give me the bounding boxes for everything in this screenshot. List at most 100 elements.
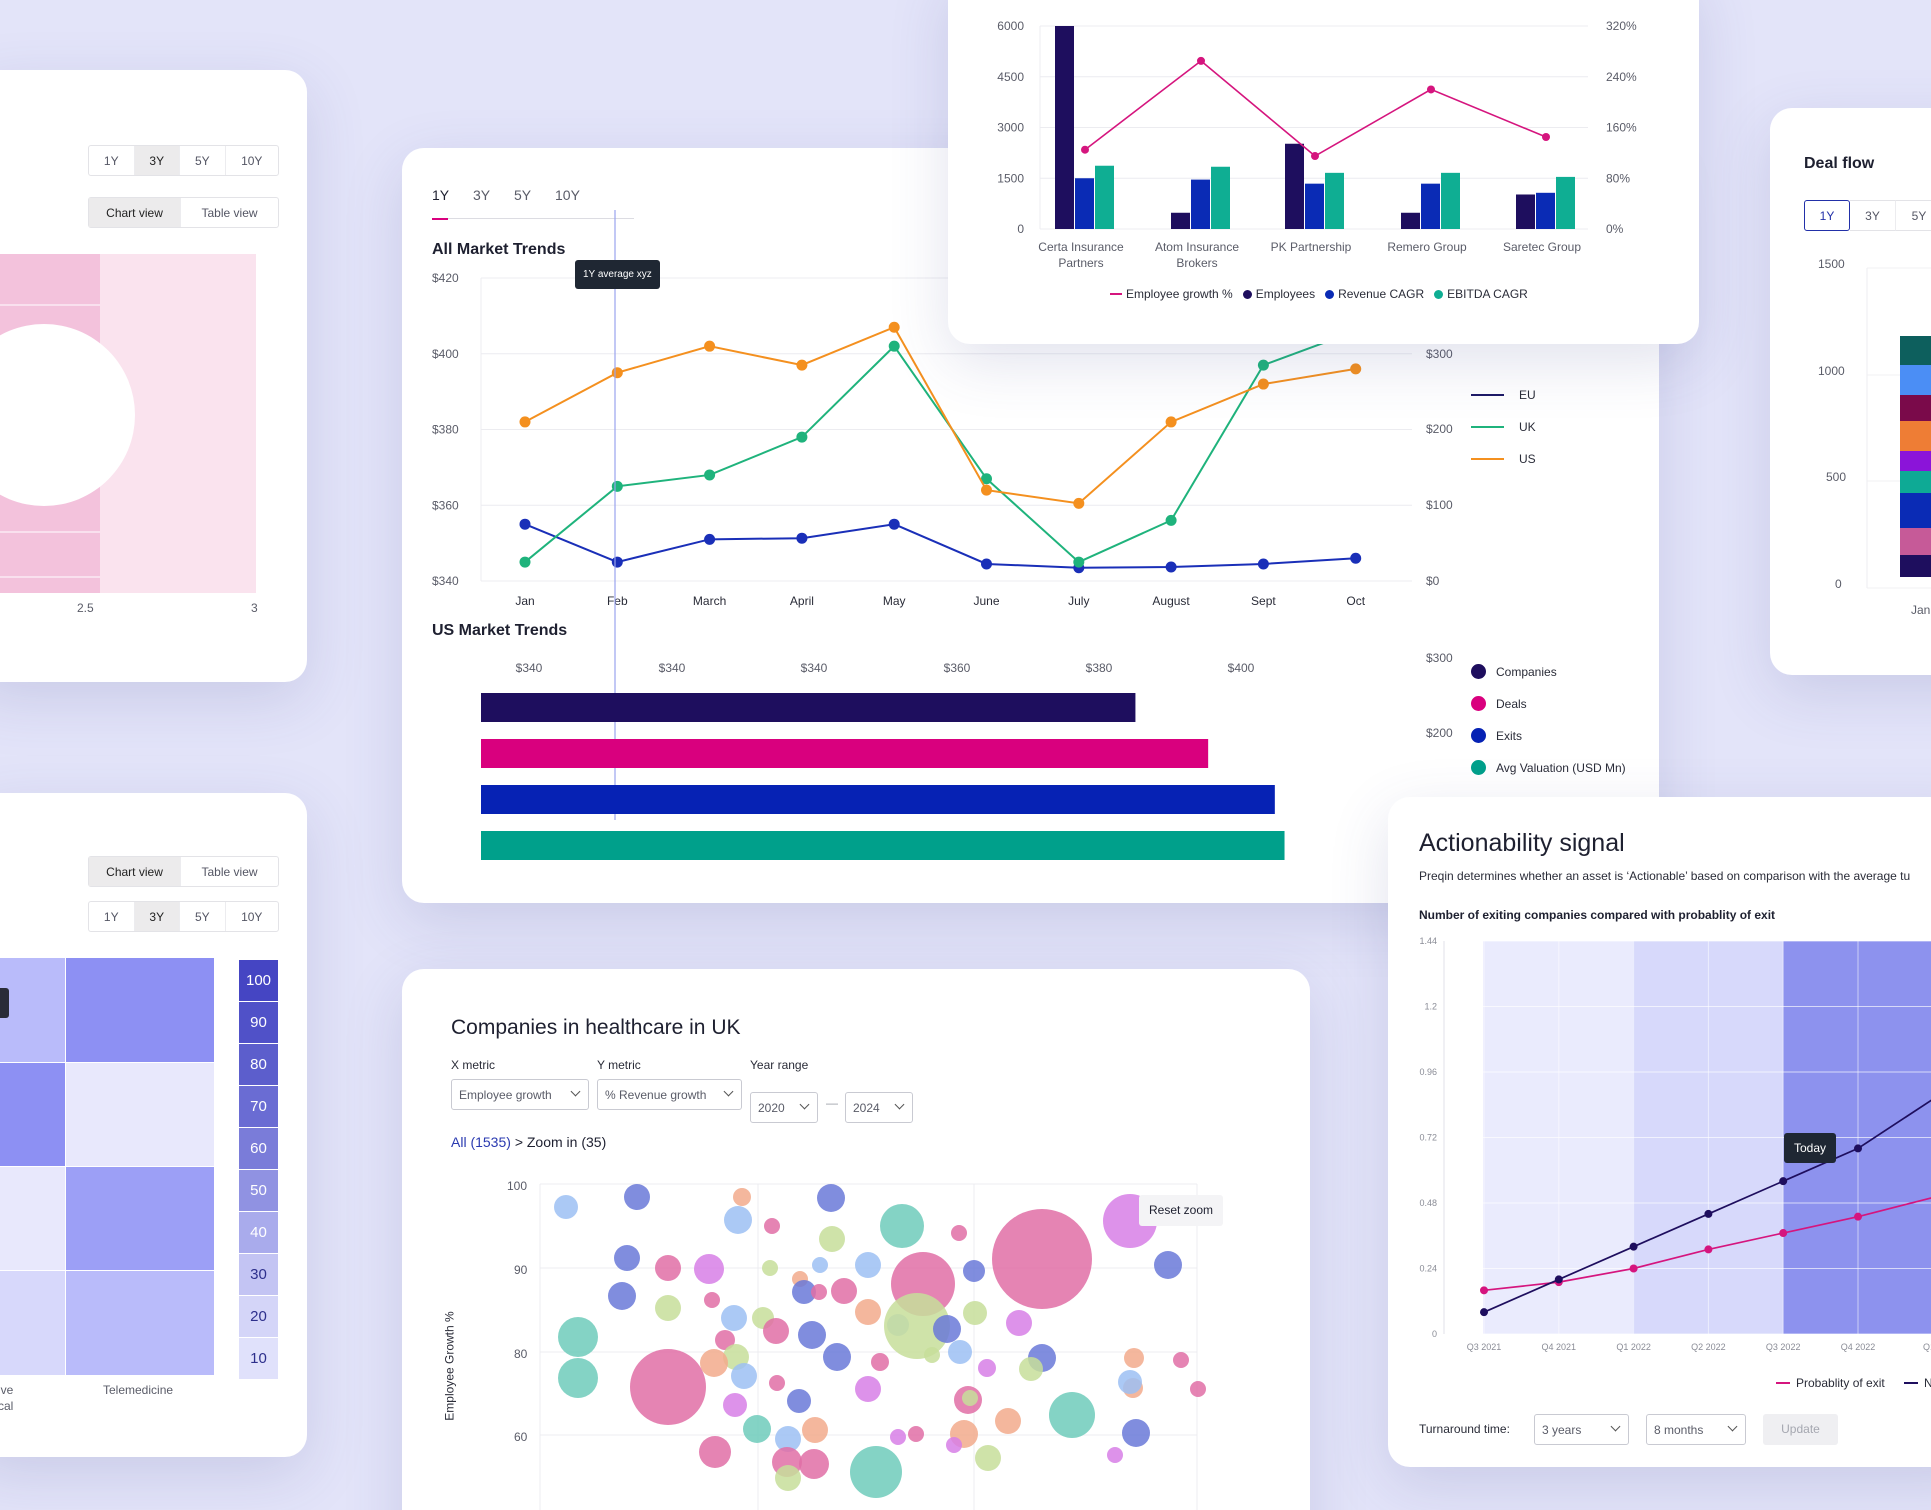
bubble [890,1429,906,1445]
turnaround-months-select[interactable]: 8 months [1646,1414,1746,1445]
breadcrumb-current: > Zoom in (35) [514,1134,607,1150]
year-from-select[interactable]: 2020 [750,1092,818,1123]
x-tick-label: Atom Insurance [1155,240,1239,254]
legend-eu[interactable]: EU [1471,388,1536,402]
combo-legend: Employee growth % Employees Revenue CAGR… [1110,287,1528,301]
data-point-uk [704,469,716,481]
line-right-axis-300: $300 [1426,347,1453,361]
legend-ebitda-cagr[interactable]: EBITDA CAGR [1434,287,1528,301]
timeframe-3y[interactable]: 3Y [134,902,181,931]
bubble-y-tick-60: 60 [514,1430,528,1444]
timeframe-10y[interactable]: 10Y [241,909,263,924]
chevron-down-icon [1610,1421,1621,1432]
legend-other[interactable]: N [1904,1376,1931,1390]
series-line-eu [524,523,1356,569]
chart-view-button[interactable]: Chart view [89,198,182,227]
timeframe-5y[interactable]: 5Y [180,902,226,931]
bubble [762,1260,778,1276]
signal-title: Actionability signal [1419,829,1625,857]
scale-60: 60 [239,1128,278,1169]
bubble [763,1318,789,1344]
bar-employees [1055,26,1074,229]
y-tick-label: 3000 [997,121,1024,135]
y-metric-select[interactable]: % Revenue growth [597,1079,742,1110]
scale-70: 70 [239,1086,278,1127]
bar-employees [1401,212,1420,229]
timeframe-1y[interactable]: 1Y [89,146,135,175]
x-tick-label: Remero Group [1387,240,1467,254]
legend-companies[interactable]: Companies [1471,664,1557,679]
y-tick-label: 6000 [997,19,1024,33]
x-metric-select[interactable]: Employee growth [451,1079,589,1110]
data-point-eu [796,532,808,544]
legend-deals[interactable]: Deals [1471,696,1527,711]
bubble [558,1317,598,1357]
column-label-cut-1: ive [0,1383,14,1397]
bubble [721,1305,747,1331]
legend-uk[interactable]: UK [1471,420,1536,434]
bubble [775,1426,801,1452]
legend-eu-label: EU [1519,388,1536,402]
tab-3y[interactable]: 3Y [473,187,491,203]
deal-flow-title: Deal flow [1804,155,1875,172]
bar-deals [481,739,1209,768]
legend-revenue-cagr[interactable]: Revenue CAGR [1325,287,1424,301]
tab-10y[interactable]: 10Y [555,187,580,203]
turnaround-years-select[interactable]: 3 years [1534,1414,1629,1445]
data-point-uk [981,473,992,485]
signal-x-tick-label: Q1 2022 [1616,1342,1651,1352]
signal-data-point [1704,1245,1713,1254]
legend-exits[interactable]: Exits [1471,728,1522,743]
legend-employee-growth-swatch [1110,293,1122,295]
legend-avg-valuation[interactable]: Avg Valuation (USD Mn) [1471,760,1626,775]
bubble [1124,1348,1144,1368]
update-button[interactable]: Update [1763,1414,1838,1445]
deal-stack-segment [1900,471,1931,493]
heatmap-chart [0,958,214,1375]
legend-employee-growth[interactable]: Employee growth % [1110,287,1233,301]
deal-timeframe-selector: 1Y 3Y 5Y [1804,200,1931,231]
bar-revenue-cagr [1075,178,1094,229]
table-view-button[interactable]: Table view [201,864,258,879]
deal-timeframe-3y[interactable]: 3Y [1850,200,1896,231]
data-point-us [1073,497,1085,509]
scale-90: 90 [239,1002,278,1043]
signal-data-point [1554,1275,1563,1284]
bubble [802,1417,828,1443]
signal-description: Preqin determines whether an asset is ‘A… [1419,869,1911,883]
timeframe-3y[interactable]: 3Y [134,146,181,175]
timeframe-10y[interactable]: 10Y [241,153,263,168]
breadcrumb-all-link[interactable]: All (1535) [451,1134,511,1150]
deal-y-tick-500: 500 [1826,470,1847,484]
signal-x-tick-label: Q4 2021 [1542,1342,1577,1352]
year-to-select[interactable]: 2024 [845,1092,913,1123]
series-line-uk [524,330,1357,564]
bubble [723,1393,747,1417]
tab-5y[interactable]: 5Y [514,187,532,203]
deal-y-tick-0: 0 [1835,577,1842,591]
reset-zoom-button[interactable]: Reset zoom [1139,1195,1223,1226]
bubble [924,1347,940,1363]
deal-timeframe-1y[interactable]: 1Y [1804,200,1850,231]
legend-us[interactable]: US [1471,452,1536,466]
employee-growth-point [1197,56,1205,65]
bar-employees [1171,212,1190,229]
data-point-uk [1257,359,1269,371]
deal-timeframe-5y[interactable]: 5Y [1896,200,1931,231]
line-right-axis-200: $200 [1426,422,1453,436]
chart-view-button[interactable]: Chart view [89,857,182,886]
timeframe-5y[interactable]: 5Y [180,146,226,175]
bar-revenue-cagr [1536,192,1555,229]
table-view-button[interactable]: Table view [201,205,258,220]
legend-probability[interactable]: Probablity of exit [1776,1376,1885,1390]
bar-revenue-cagr [1421,183,1440,229]
x-tick-3: 3 [251,601,258,615]
tab-1y[interactable]: 1Y [432,187,450,203]
x-tick-label: Jan [515,594,534,608]
timeframe-1y[interactable]: 1Y [89,902,135,931]
legend-employees[interactable]: Employees [1242,287,1315,301]
data-point-us [981,484,992,496]
bubble-chart [539,1183,1206,1510]
bubble [733,1188,751,1206]
bubble [694,1254,724,1284]
